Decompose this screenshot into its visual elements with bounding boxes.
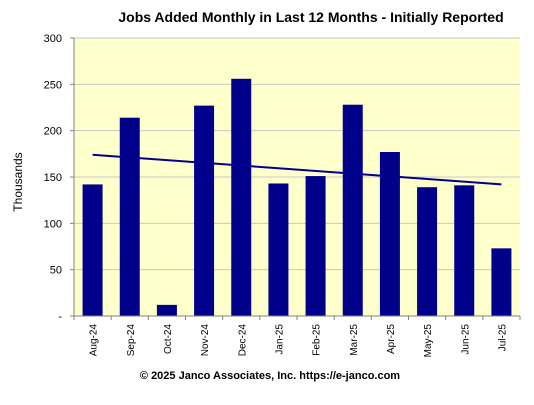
y-tick-label: 100 — [44, 218, 62, 230]
bar — [231, 78, 252, 316]
footer-copyright: © 2025 Janco Associates, Inc. https://e-… — [140, 370, 400, 382]
x-tick-label: Sep-24 — [126, 324, 137, 357]
trend-line — [92, 153, 502, 186]
x-tick-label: May-25 — [423, 324, 434, 358]
bar — [491, 248, 512, 316]
y-tick-label: 50 — [50, 265, 62, 277]
y-tick-label: - — [58, 311, 62, 323]
axes — [70, 37, 521, 320]
x-tick-label: Jan-25 — [274, 324, 285, 355]
bar — [417, 187, 438, 316]
x-tick-label: Dec-24 — [237, 324, 248, 357]
bar — [454, 185, 475, 316]
y-tick-label: 300 — [44, 33, 62, 45]
x-tick-label: Oct-24 — [163, 324, 174, 354]
trendline — [92, 153, 502, 186]
bar — [82, 184, 103, 316]
x-tick-label: Aug-24 — [89, 324, 100, 357]
y-tick-labels: - 50 100 150 200 250 300 — [44, 33, 63, 323]
bar — [194, 105, 215, 316]
y-tick-label: 200 — [44, 126, 62, 138]
y-tick-label: 150 — [44, 172, 62, 184]
bars — [82, 78, 512, 317]
x-tick-label: Jun-25 — [460, 324, 471, 355]
x-tick-label: Jul-25 — [497, 324, 508, 352]
chart-title: Jobs Added Monthly in Last 12 Months - I… — [118, 9, 503, 25]
x-tick-label: Feb-25 — [312, 324, 323, 356]
y-axis-title: Thousands — [11, 152, 25, 211]
bar — [119, 117, 140, 317]
x-tick-label: Apr-25 — [386, 324, 397, 354]
bar — [156, 304, 177, 316]
bar — [379, 151, 400, 316]
y-tick-label: 250 — [44, 79, 62, 91]
x-tick-label: Nov-24 — [200, 324, 211, 357]
bar — [305, 176, 326, 316]
bar — [342, 104, 363, 316]
x-tick-labels: Aug-24 Sep-24 Oct-24 Nov-24 Dec-24 Jan-25 Feb-… — [89, 324, 509, 358]
x-tick-label: Mar-25 — [349, 324, 360, 356]
bar — [268, 183, 289, 316]
grid-lines — [74, 37, 520, 271]
